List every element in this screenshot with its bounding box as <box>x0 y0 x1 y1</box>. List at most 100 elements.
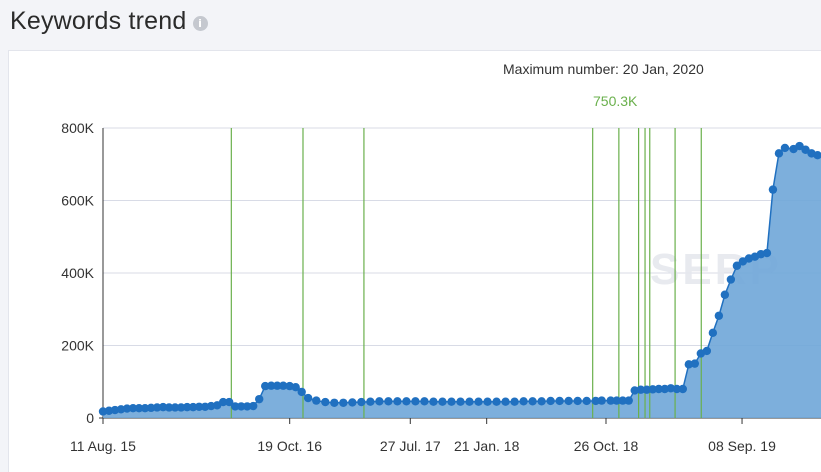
data-point <box>158 402 168 412</box>
data-point <box>236 402 246 411</box>
data-point <box>261 381 270 391</box>
data-point <box>182 402 192 412</box>
series-area <box>103 146 821 418</box>
y-tick-label: 400K <box>61 265 94 281</box>
data-point <box>654 384 663 394</box>
data-point <box>492 397 501 406</box>
data-point <box>176 403 186 412</box>
data-point <box>384 397 393 406</box>
data-point <box>348 398 357 407</box>
data-point <box>678 384 688 394</box>
data-point <box>555 396 564 406</box>
data-point <box>312 396 321 405</box>
data-point <box>134 404 144 413</box>
data-point <box>474 397 483 406</box>
data-point <box>768 185 778 194</box>
y-tick-label: 200K <box>61 338 94 354</box>
data-point <box>780 143 790 153</box>
data-point <box>636 385 645 394</box>
data-point <box>339 398 348 407</box>
data-point <box>612 396 621 405</box>
y-tick-label: 600K <box>61 193 94 209</box>
data-point <box>303 393 313 403</box>
data-point <box>606 396 615 405</box>
data-point <box>255 394 264 404</box>
data-point <box>714 311 724 320</box>
x-tick-label: 21 Jan. 18 <box>454 438 520 454</box>
data-point <box>774 149 784 158</box>
data-point <box>297 387 306 397</box>
data-point <box>279 381 288 390</box>
data-point <box>726 275 736 284</box>
data-point <box>519 397 528 406</box>
chart-header: Keywords trend i <box>10 4 208 38</box>
data-point <box>146 403 156 413</box>
data-point <box>564 396 573 406</box>
data-point <box>537 397 546 406</box>
data-point <box>188 402 198 412</box>
data-point <box>447 397 456 406</box>
data-point <box>591 396 600 406</box>
data-point <box>267 381 276 390</box>
data-point <box>140 404 150 413</box>
data-point <box>128 404 138 413</box>
x-tick-label: 27 Jul. 17 <box>380 438 441 454</box>
data-point <box>456 397 465 406</box>
data-point <box>122 404 132 413</box>
data-point <box>230 402 240 411</box>
data-point <box>273 381 282 390</box>
max-number-value: 750.3K <box>593 93 638 109</box>
data-point <box>642 385 651 394</box>
data-point <box>690 359 700 368</box>
data-point <box>438 397 447 406</box>
info-icon[interactable]: i <box>192 15 208 31</box>
data-point <box>249 401 258 411</box>
data-point <box>402 397 411 406</box>
x-tick-label: 08 Sep. 19 <box>708 438 776 454</box>
data-point <box>393 397 402 406</box>
data-point <box>224 397 234 407</box>
data-point <box>702 346 712 356</box>
data-point <box>813 150 821 160</box>
data-point <box>218 397 228 407</box>
data-point <box>648 385 657 394</box>
data-point <box>164 403 174 412</box>
data-point <box>366 397 375 406</box>
data-point <box>573 396 582 406</box>
data-point <box>194 402 204 411</box>
data-point <box>291 382 300 392</box>
data-point <box>624 396 633 405</box>
chart-title: Keywords trend <box>10 6 187 35</box>
data-point <box>483 397 492 406</box>
data-point <box>170 403 180 412</box>
data-point <box>375 397 384 406</box>
data-point <box>465 397 474 406</box>
data-point <box>330 398 339 407</box>
y-tick-label: 0 <box>86 410 94 426</box>
data-point <box>528 397 537 406</box>
data-point <box>720 290 730 299</box>
data-point <box>732 261 742 270</box>
data-point <box>411 397 420 406</box>
data-point <box>501 397 510 406</box>
data-point <box>420 397 429 406</box>
data-point <box>429 397 438 406</box>
y-tick-label: 800K <box>61 120 94 136</box>
data-point <box>582 396 591 406</box>
data-point <box>618 396 627 405</box>
x-tick-label: 11 Aug. 15 <box>70 438 136 454</box>
data-point <box>243 402 252 411</box>
x-tick-label: 19 Oct. 16 <box>257 438 322 454</box>
data-point <box>510 397 519 406</box>
data-point <box>672 384 681 394</box>
x-tick-label: 26 Oct. 18 <box>574 438 639 454</box>
data-point <box>357 397 366 407</box>
max-number-label: Maximum number: 20 Jan, 2020 <box>503 61 704 77</box>
data-point <box>152 403 162 412</box>
data-point <box>708 328 718 338</box>
data-point <box>546 396 555 406</box>
data-point <box>321 397 330 407</box>
data-point <box>762 248 772 258</box>
data-point <box>795 141 804 151</box>
